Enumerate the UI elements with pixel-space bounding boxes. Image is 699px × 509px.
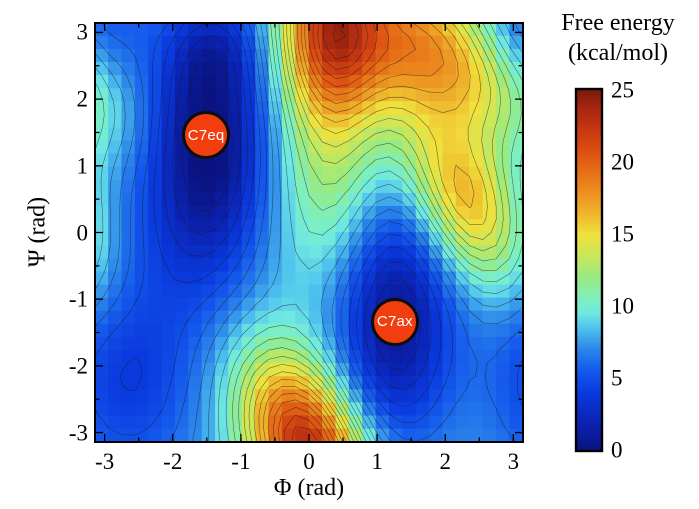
x-tick-label: 3 [507, 449, 520, 474]
x-tick-label: 2 [439, 449, 451, 474]
marker-c7ax: C7ax [370, 297, 419, 346]
colorbar-tick-label: 5 [611, 365, 623, 391]
colorbar-tick-label: 25 [611, 77, 634, 103]
colorbar-title-line2: (kcal/mol) [568, 40, 668, 66]
colorbar-title: Free energy (kcal/mol) [537, 8, 699, 68]
x-tick-label: -1 [231, 449, 251, 474]
y-tick-label: 2 [76, 86, 89, 112]
x-tick-label: -2 [163, 449, 183, 474]
x-tick-label: -3 [95, 449, 115, 474]
x-tick-label: 0 [303, 449, 315, 474]
y-tick-label: 0 [76, 220, 89, 245]
y-tick-label: -2 [68, 353, 88, 379]
colorbar-tick-label: 15 [611, 221, 634, 247]
x-tick-label: 1 [371, 449, 383, 474]
colorbar-title-line1: Free energy [561, 10, 675, 36]
y-tick-label: -1 [68, 286, 88, 312]
marker-c7eq: C7eq [182, 111, 231, 160]
x-axis-title: Φ (rad) [273, 475, 345, 501]
y-tick-label: -3 [68, 420, 88, 446]
marker-label: C7ax [376, 313, 413, 331]
colorbar-tick-label: 0 [611, 437, 623, 463]
y-tick-label: 3 [76, 19, 89, 45]
colorbar-tick-label: 20 [611, 149, 634, 175]
colorbar-tick-label: 10 [611, 293, 634, 319]
y-axis-title: Ψ (rad) [24, 196, 51, 268]
marker-label: C7eq [187, 126, 225, 144]
y-tick-label: 1 [76, 153, 89, 179]
